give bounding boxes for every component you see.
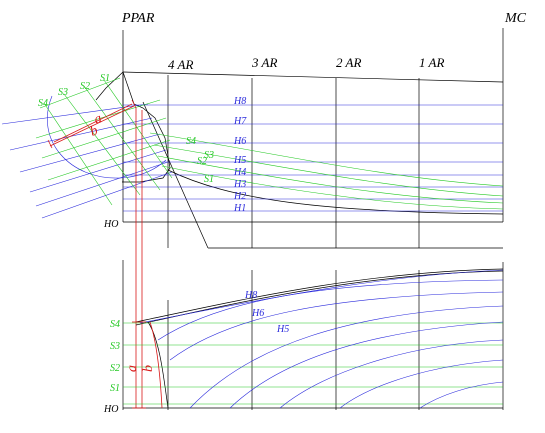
lower-bt-s3-label: S3 — [110, 341, 120, 352]
bt-oblique-c — [83, 85, 161, 191]
wl-h2-label: H2 — [233, 191, 246, 202]
lower-bt-s4-label: S4 — [110, 319, 120, 330]
bt-s1-label-body: S1 — [204, 174, 214, 185]
bt-s2-curve — [157, 155, 504, 204]
bt-oblique-b — [63, 93, 141, 196]
wl-h5-label: H5 — [233, 155, 246, 166]
section-arc — [47, 95, 167, 179]
station-2-label: 2 AR — [336, 55, 361, 70]
lower-deck-curve-2 — [135, 270, 504, 326]
lower-buttocks — [123, 322, 503, 405]
upper-ho-label: HO — [103, 219, 118, 230]
bt-oblique-g — [41, 117, 167, 159]
wl-oblique-4 — [29, 149, 167, 193]
lower-ho-label: HO — [103, 404, 118, 415]
lower-wl-h3 — [279, 339, 504, 409]
upper-buttocks — [35, 77, 504, 210]
dim-tick-2 — [131, 99, 137, 109]
lower-bt-s2-label: S2 — [110, 363, 120, 374]
upper-dim-a-label: a — [92, 111, 104, 127]
lower-transom-curve — [147, 321, 169, 409]
wl-h4-label: H4 — [233, 167, 246, 178]
lower-wl-h5 — [189, 305, 504, 409]
wl-h8-label: H8 — [233, 96, 246, 107]
bt-oblique-f — [35, 99, 161, 139]
upper-annotations — [47, 99, 143, 408]
lower-wl-h7 — [157, 279, 504, 341]
upper-dim-b-label: b — [88, 123, 100, 139]
bt-s1-curve — [161, 165, 504, 210]
bt-s2-label-section: S2 — [80, 81, 90, 92]
dim-b-line-upper — [49, 105, 135, 147]
wl-h1-label: H1 — [233, 203, 246, 214]
keel-profile-curve — [167, 169, 504, 215]
bt-s4-label-body: S4 — [186, 136, 196, 147]
lower-wl-h6-label: H6 — [251, 308, 264, 319]
bt-oblique-a — [39, 77, 121, 109]
dim-a-line-upper — [53, 103, 133, 143]
mc-label: MC — [504, 11, 527, 26]
lower-waterlines — [139, 269, 504, 409]
station-1-label: 1 AR — [419, 55, 444, 70]
wl-oblique-3 — [19, 133, 161, 173]
bt-s3-label-section: S3 — [58, 87, 68, 98]
wl-h3-label: H3 — [233, 179, 246, 190]
wl-oblique-1 — [1, 103, 149, 125]
wl-oblique-6 — [41, 171, 173, 219]
lower-labels: H8 H6 H5 S4 S3 S2 S1 HO a b — [103, 290, 289, 415]
bt-s4-label-section: S4 — [38, 98, 48, 109]
lower-wl-h8-label: H8 — [244, 290, 257, 301]
bt-oblique-e — [43, 102, 113, 206]
lower-dim-a-label: a — [125, 365, 140, 372]
lower-wl-h2 — [339, 359, 504, 409]
bt-s4-curve — [149, 132, 504, 187]
bt-s3-curve — [153, 144, 504, 197]
wl-h7-label: H7 — [233, 116, 247, 127]
lower-bt-s1-label: S1 — [110, 383, 120, 394]
lower-wl-h8 — [139, 269, 504, 324]
lower-wl-h1 — [419, 381, 504, 409]
upper-labels: PPAR MC 4 AR 3 AR 2 AR 1 AR H8 H7 H6 H5 … — [38, 11, 527, 230]
lower-deck-curve — [135, 268, 504, 323]
lower-wl-h4 — [229, 321, 504, 409]
lower-annotations — [132, 321, 163, 409]
ppar-label: PPAR — [121, 11, 155, 26]
bt-s2-label-body: S2 — [197, 156, 207, 167]
bt-oblique-h — [47, 139, 171, 181]
wl-oblique-5 — [35, 161, 169, 207]
bt-s3-label-body: S3 — [204, 150, 214, 161]
station-4-label: 4 AR — [168, 57, 193, 72]
dim-tick-1 — [47, 139, 53, 149]
bt-oblique-d — [103, 79, 173, 179]
wl-oblique-2 — [9, 117, 153, 151]
upper-waterlines — [1, 95, 503, 219]
lower-wl-h6 — [169, 291, 504, 361]
station-3-label: 3 AR — [251, 55, 277, 70]
lower-dim-b-label: b — [141, 365, 156, 372]
lower-wl-h5-label: H5 — [276, 324, 289, 335]
wl-h6-label: H6 — [233, 136, 246, 147]
lower-dim-curve — [149, 321, 163, 409]
deck-line — [122, 71, 504, 83]
bt-s1-label-section: S1 — [100, 73, 110, 84]
